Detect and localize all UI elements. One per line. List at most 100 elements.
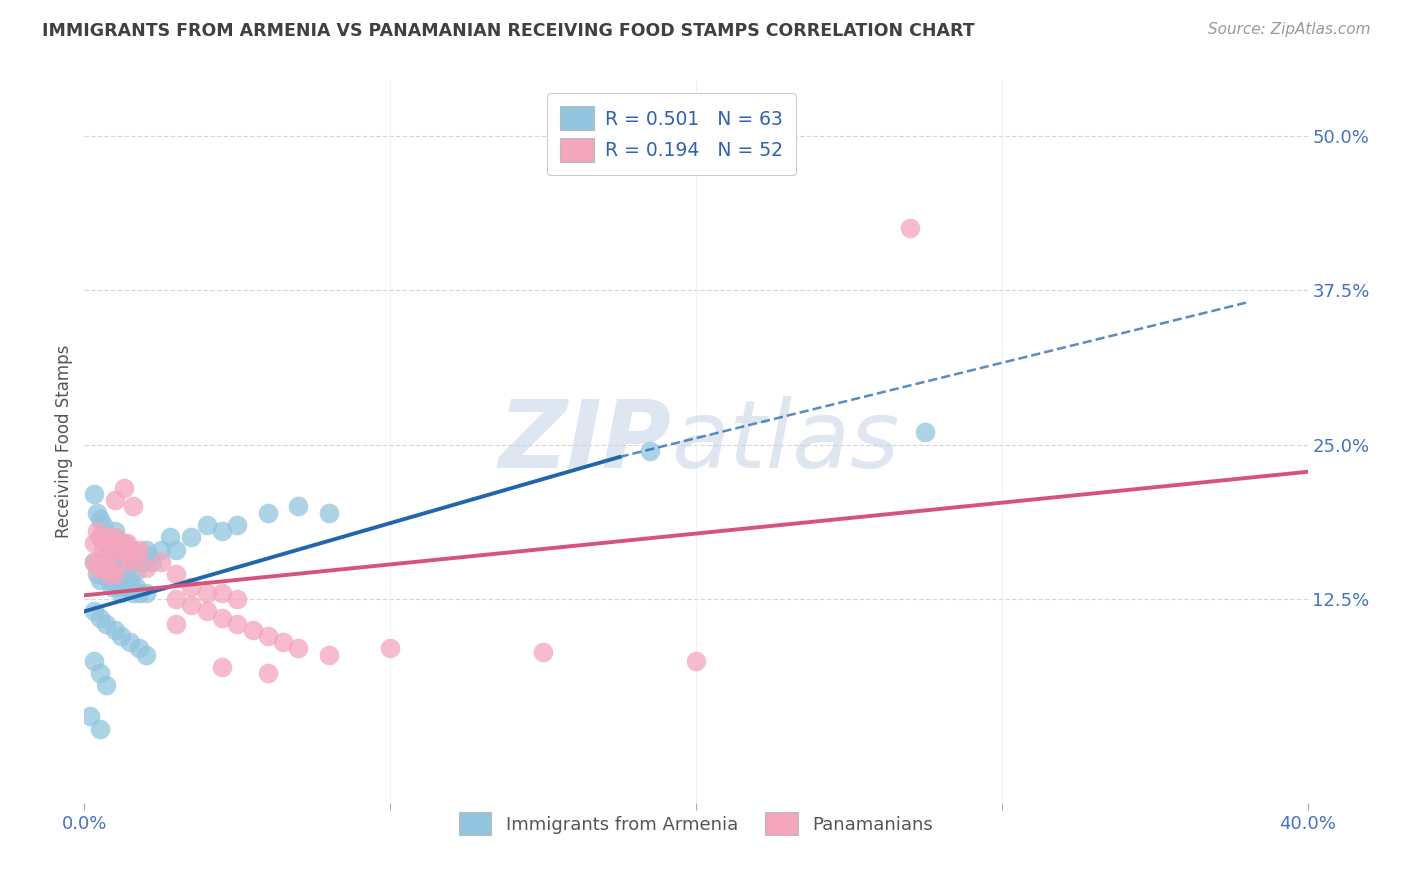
- Point: [128, 549, 150, 563]
- Point: [242, 623, 264, 637]
- Text: atlas: atlas: [672, 396, 900, 487]
- Point: [149, 555, 172, 569]
- Point: [128, 641, 150, 656]
- Point: [110, 536, 132, 550]
- Point: [128, 586, 150, 600]
- Point: [685, 654, 707, 668]
- Point: [128, 542, 150, 557]
- Point: [380, 641, 402, 656]
- Point: [122, 500, 145, 514]
- Point: [89, 530, 111, 544]
- Point: [115, 580, 138, 594]
- Legend: Immigrants from Armenia, Panamanians: Immigrants from Armenia, Panamanians: [450, 803, 942, 845]
- Point: [112, 574, 135, 588]
- Point: [195, 586, 218, 600]
- Point: [125, 549, 148, 563]
- Point: [135, 561, 157, 575]
- Point: [180, 598, 202, 612]
- Point: [226, 616, 249, 631]
- Text: ZIP: ZIP: [499, 395, 672, 488]
- Point: [112, 536, 135, 550]
- Point: [89, 666, 111, 681]
- Point: [318, 648, 340, 662]
- Point: [89, 610, 111, 624]
- Point: [86, 506, 108, 520]
- Point: [97, 574, 120, 588]
- Point: [115, 555, 138, 569]
- Point: [226, 592, 249, 607]
- Point: [287, 641, 309, 656]
- Point: [91, 542, 114, 557]
- Point: [83, 536, 105, 550]
- Point: [120, 549, 142, 563]
- Point: [101, 561, 124, 575]
- Point: [104, 567, 127, 582]
- Point: [257, 629, 280, 643]
- Point: [94, 678, 117, 692]
- Point: [112, 542, 135, 557]
- Point: [165, 592, 187, 607]
- Point: [101, 555, 124, 569]
- Point: [110, 629, 132, 643]
- Point: [104, 530, 127, 544]
- Point: [86, 561, 108, 575]
- Point: [211, 610, 233, 624]
- Point: [195, 517, 218, 532]
- Point: [180, 580, 202, 594]
- Point: [101, 580, 124, 594]
- Point: [120, 542, 142, 557]
- Point: [86, 524, 108, 538]
- Point: [104, 524, 127, 538]
- Point: [159, 530, 181, 544]
- Point: [115, 536, 138, 550]
- Point: [531, 645, 554, 659]
- Point: [94, 616, 117, 631]
- Point: [257, 666, 280, 681]
- Point: [165, 567, 187, 582]
- Point: [91, 564, 114, 578]
- Point: [125, 564, 148, 578]
- Point: [83, 604, 105, 618]
- Point: [135, 648, 157, 662]
- Point: [89, 722, 111, 736]
- Point: [97, 530, 120, 544]
- Point: [107, 542, 129, 557]
- Point: [135, 542, 157, 557]
- Point: [149, 542, 172, 557]
- Point: [94, 555, 117, 569]
- Point: [165, 616, 187, 631]
- Point: [898, 221, 921, 235]
- Point: [165, 542, 187, 557]
- Point: [110, 586, 132, 600]
- Point: [125, 580, 148, 594]
- Point: [101, 542, 124, 557]
- Point: [94, 555, 117, 569]
- Point: [83, 555, 105, 569]
- Point: [120, 574, 142, 588]
- Text: Source: ZipAtlas.com: Source: ZipAtlas.com: [1208, 22, 1371, 37]
- Point: [89, 530, 111, 544]
- Point: [257, 506, 280, 520]
- Point: [91, 517, 114, 532]
- Point: [211, 524, 233, 538]
- Point: [104, 493, 127, 508]
- Point: [120, 635, 142, 649]
- Point: [914, 425, 936, 440]
- Point: [110, 549, 132, 563]
- Point: [138, 549, 160, 563]
- Point: [97, 567, 120, 582]
- Point: [89, 512, 111, 526]
- Point: [83, 654, 105, 668]
- Y-axis label: Receiving Food Stamps: Receiving Food Stamps: [55, 345, 73, 538]
- Point: [83, 555, 105, 569]
- Point: [287, 500, 309, 514]
- Point: [271, 635, 294, 649]
- Point: [104, 567, 127, 582]
- Point: [89, 555, 111, 569]
- Point: [211, 660, 233, 674]
- Point: [122, 555, 145, 569]
- Point: [91, 561, 114, 575]
- Point: [135, 586, 157, 600]
- Point: [226, 517, 249, 532]
- Point: [79, 709, 101, 723]
